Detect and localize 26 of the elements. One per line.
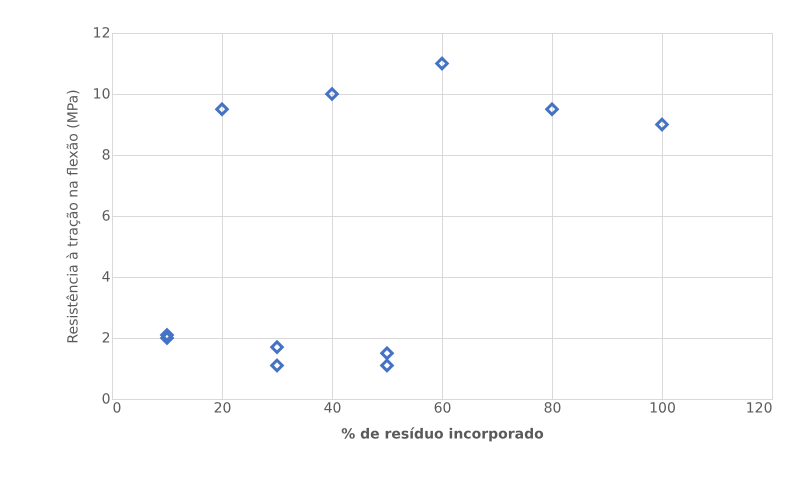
x-tick-label: 0 [112, 400, 122, 416]
point [380, 358, 394, 372]
x-tick-label: 120 [746, 400, 772, 416]
point [160, 331, 174, 345]
y-tick-label: 8 [102, 148, 110, 164]
point [270, 358, 284, 372]
x-tick-label: 40 [324, 400, 342, 416]
y-tick-label: 12 [92, 26, 110, 42]
x-tick-label: 60 [434, 400, 452, 416]
y-axis-title: Resistência à tração na flexão (MPa) [66, 89, 82, 344]
point [655, 118, 669, 132]
point [270, 340, 284, 354]
point [215, 102, 229, 116]
y-tick-label: 4 [102, 270, 111, 286]
y-tick-label: 2 [102, 330, 110, 346]
x-tick-label: 20 [214, 400, 232, 416]
point [380, 346, 394, 360]
point [160, 328, 174, 342]
point [545, 102, 559, 116]
y-tick-label: 10 [92, 86, 110, 102]
point [325, 87, 339, 101]
y-tick-label: 6 [102, 208, 111, 224]
point [435, 56, 449, 70]
x-axis-title: % de resíduo incorporado [341, 426, 544, 442]
x-tick-label: 80 [544, 400, 562, 416]
x-tick-label: 100 [649, 400, 676, 416]
